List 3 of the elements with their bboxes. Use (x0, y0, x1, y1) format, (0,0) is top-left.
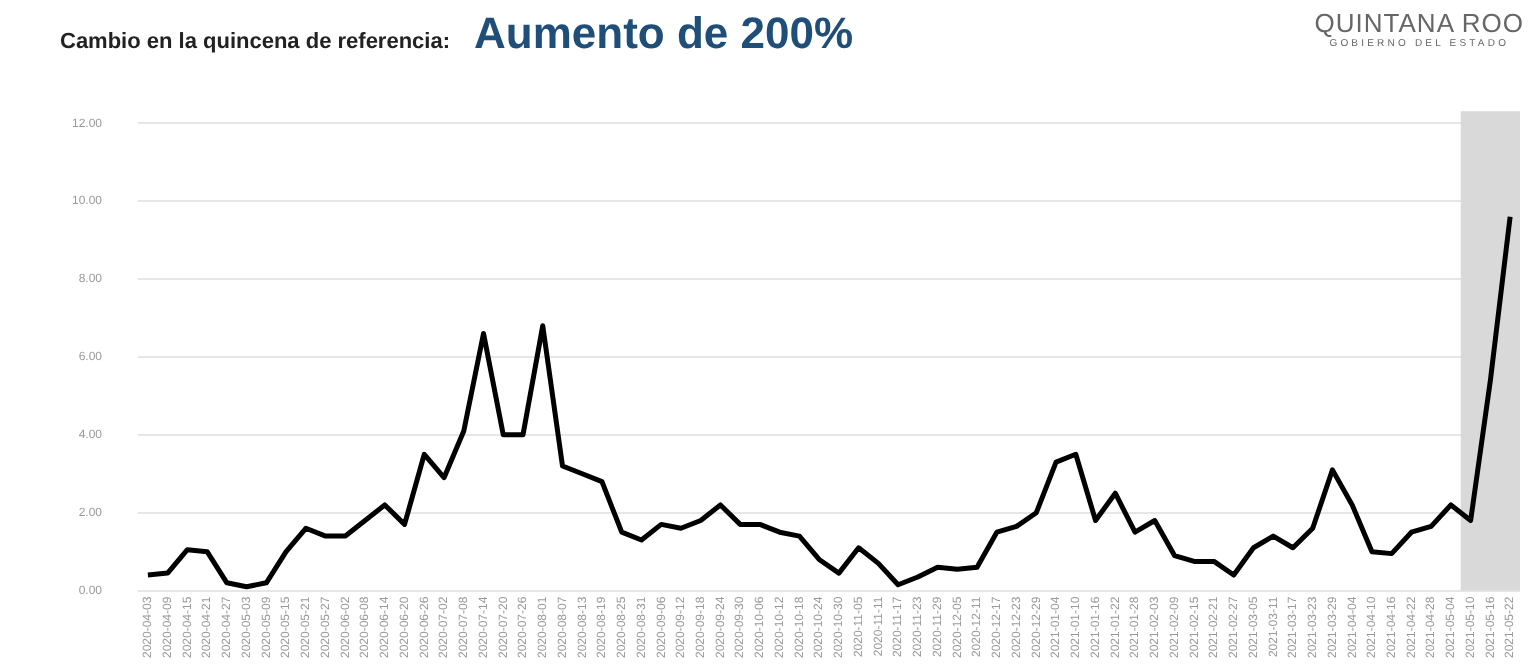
chart-subtitle: Aumento de 200% (474, 8, 854, 60)
chart-title: Cambio en la quincena de referencia: (60, 30, 451, 54)
text: QUINTANA ROO (1314, 8, 1524, 38)
